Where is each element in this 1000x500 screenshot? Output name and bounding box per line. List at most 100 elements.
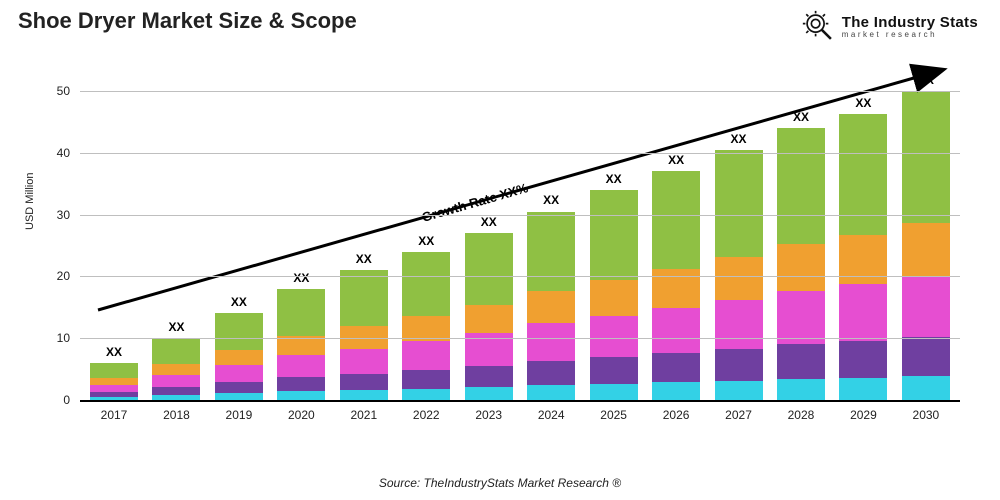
bar-segment — [590, 280, 638, 316]
bar-value-label: XX — [465, 215, 513, 229]
bar-segment — [152, 338, 200, 364]
bar-segment — [402, 252, 450, 316]
x-tick-label: 2028 — [777, 408, 825, 422]
bar-stack — [590, 190, 638, 400]
bar-segment — [277, 377, 325, 391]
bar-segment — [839, 114, 887, 235]
bar-segment — [715, 349, 763, 381]
x-tick-label: 2017 — [90, 408, 138, 422]
bar-segment — [777, 291, 825, 345]
x-tick-label: 2020 — [277, 408, 325, 422]
x-tick-label: 2021 — [340, 408, 388, 422]
y-tick-label: 10 — [30, 331, 70, 345]
bar-segment — [402, 389, 450, 400]
bar-segment — [590, 357, 638, 384]
bar-stack — [777, 128, 825, 400]
bar-segment — [465, 387, 513, 400]
bar: XX — [402, 252, 450, 400]
bar: XX — [715, 150, 763, 400]
bar-value-label: XX — [152, 320, 200, 334]
bar: XX — [902, 91, 950, 400]
bar-stack — [90, 363, 138, 400]
bar-value-label: XX — [402, 234, 450, 248]
bar-segment — [340, 270, 388, 326]
y-tick-label: 40 — [30, 146, 70, 160]
x-tick-label: 2026 — [652, 408, 700, 422]
bar-segment — [277, 289, 325, 336]
chart-title: Shoe Dryer Market Size & Scope — [18, 8, 357, 34]
brand-logo: The Industry Stats market research — [802, 10, 978, 44]
y-tick-label: 30 — [30, 208, 70, 222]
bar-segment — [527, 291, 575, 323]
x-tick-label: 2027 — [715, 408, 763, 422]
bar-stack — [839, 114, 887, 400]
bar-segment — [777, 244, 825, 291]
bar-segment — [590, 384, 638, 400]
x-tick-label: 2030 — [902, 408, 950, 422]
bar-segment — [527, 212, 575, 292]
bar-segment — [277, 355, 325, 377]
bar-stack — [402, 252, 450, 400]
bar-value-label: XX — [839, 96, 887, 110]
bar-segment — [215, 365, 263, 382]
bar-segment — [902, 337, 950, 376]
bar-segment — [340, 374, 388, 390]
bar-segment — [152, 375, 200, 387]
bar-stack — [277, 289, 325, 400]
x-tick-label: 2024 — [527, 408, 575, 422]
bar-value-label: XX — [215, 295, 263, 309]
bar: XX — [777, 128, 825, 400]
bar-segment — [652, 353, 700, 382]
brand-logo-text: The Industry Stats market research — [842, 15, 978, 39]
bar-segment — [527, 385, 575, 400]
gear-magnifier-icon — [802, 10, 836, 44]
bar-value-label: XX — [527, 193, 575, 207]
bar-stack — [215, 313, 263, 400]
y-tick-label: 20 — [30, 269, 70, 283]
bar: XX — [277, 289, 325, 400]
bar-segment — [465, 366, 513, 387]
bar-segment — [90, 385, 138, 392]
grid-line — [80, 338, 960, 339]
bar-value-label: XX — [277, 271, 325, 285]
bar-segment — [340, 349, 388, 374]
grid-line — [80, 276, 960, 277]
bar-stack — [715, 150, 763, 400]
bar-value-label: XX — [652, 153, 700, 167]
bar: XX — [839, 114, 887, 400]
bar-segment — [590, 190, 638, 280]
bar-segment — [777, 344, 825, 379]
bar-segment — [465, 305, 513, 333]
x-axis-line — [80, 400, 960, 402]
bar: XX — [652, 171, 700, 400]
grid-line — [80, 153, 960, 154]
y-tick-label: 50 — [30, 84, 70, 98]
bar-stack — [152, 338, 200, 400]
brand-logo-subtitle: market research — [842, 31, 978, 39]
bar-segment — [402, 341, 450, 370]
bar-segment — [652, 308, 700, 353]
x-tick-label: 2023 — [465, 408, 513, 422]
bar: XX — [527, 212, 575, 401]
x-tick-label: 2029 — [839, 408, 887, 422]
bar-segment — [402, 370, 450, 389]
bar-segment — [715, 257, 763, 300]
bar-segment — [839, 378, 887, 400]
bar-value-label: XX — [590, 172, 638, 186]
x-tick-label: 2019 — [215, 408, 263, 422]
bar: XX — [90, 363, 138, 400]
bar: XX — [465, 233, 513, 400]
bar-segment — [277, 391, 325, 400]
bar: XX — [590, 190, 638, 400]
bar: XX — [215, 313, 263, 400]
bar-segment — [902, 276, 950, 337]
bar-segment — [215, 350, 263, 365]
bar-segment — [152, 364, 200, 375]
x-tick-label: 2018 — [152, 408, 200, 422]
bar-segment — [340, 390, 388, 400]
bar-segment — [902, 223, 950, 276]
bar-segment — [902, 376, 950, 400]
bar-segment — [839, 284, 887, 341]
grid-line — [80, 215, 960, 216]
bar-value-label: XX — [715, 132, 763, 146]
